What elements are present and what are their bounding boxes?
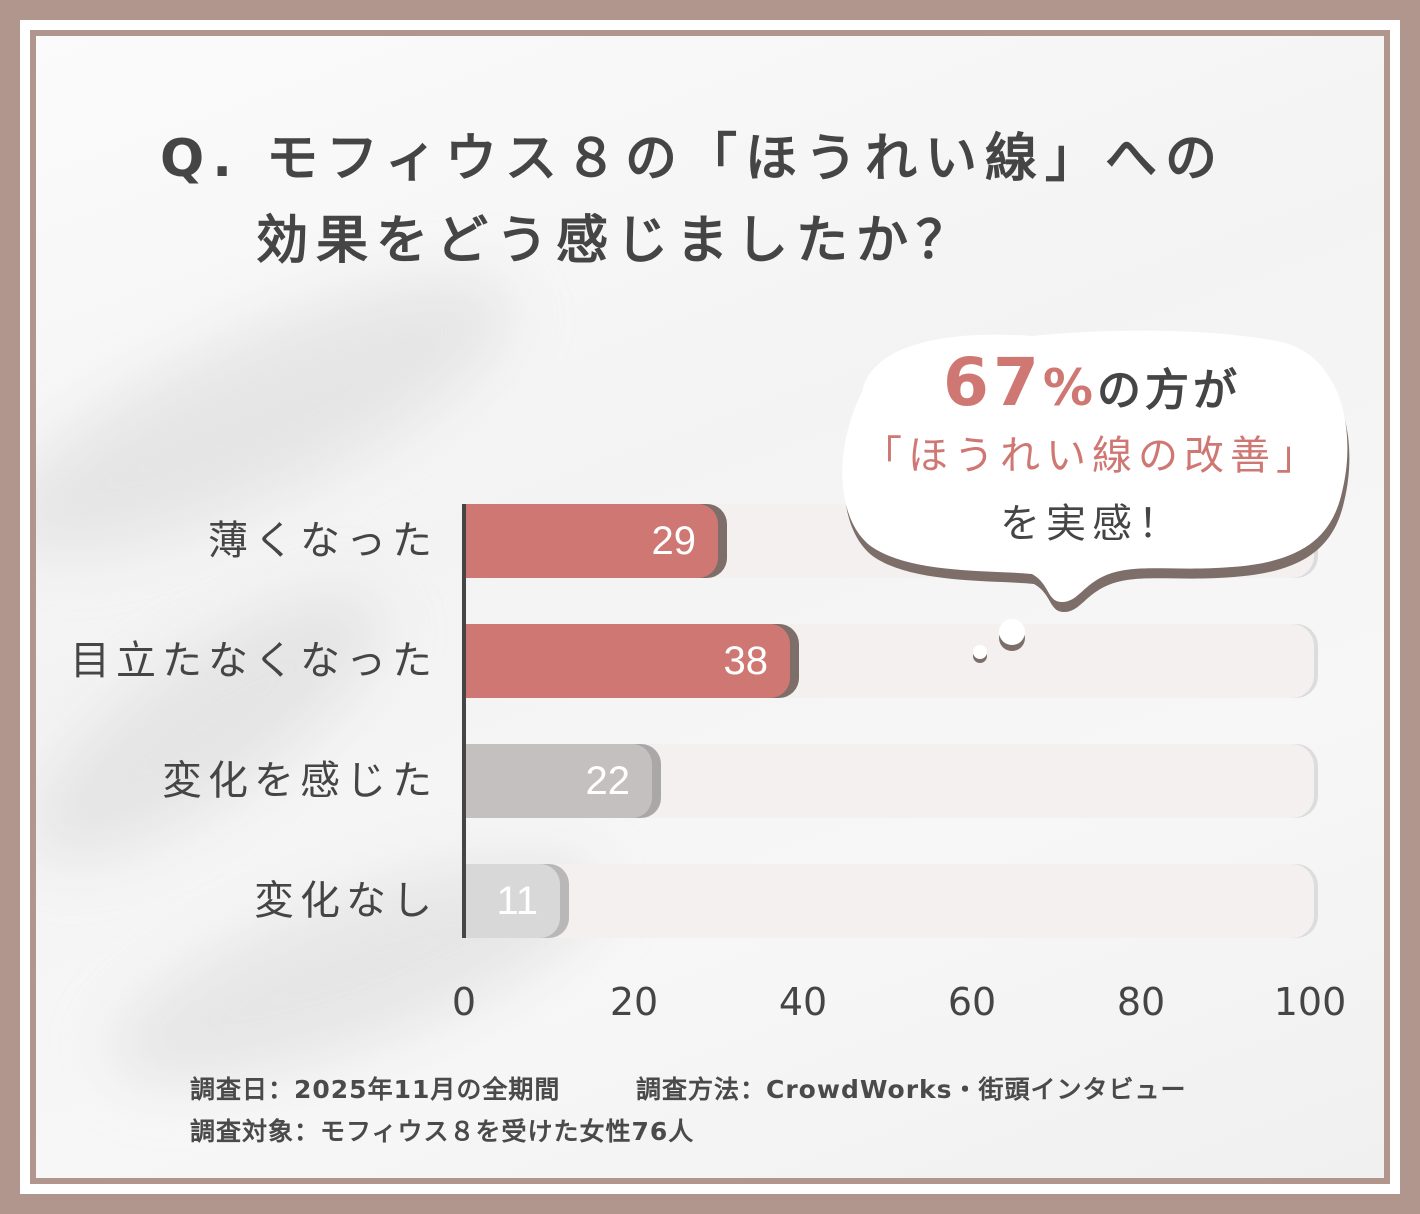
- callout-percent-sign: %: [1042, 359, 1097, 417]
- bar-value: 11: [496, 879, 538, 923]
- x-tick: 40: [778, 980, 828, 1024]
- x-tick: 0: [451, 980, 477, 1024]
- x-tick: 20: [609, 980, 659, 1024]
- bar-track: [466, 864, 1314, 938]
- callout-line-3: を実感！: [1000, 501, 1184, 547]
- bar-value: 22: [585, 759, 631, 803]
- survey-method: 調査方法：CrowdWorks・街頭インタビュー: [636, 1075, 1187, 1104]
- bar-medatanaku-natta: 38: [466, 624, 790, 698]
- title-line-2: 効果をどう感じましたか？: [256, 211, 977, 271]
- bar-henka-wo-kanjita: 22: [466, 744, 652, 818]
- callout-text: 67%の方が 「ほうれい線の改善」 を実感！: [832, 345, 1352, 557]
- y-axis-line: [462, 504, 466, 938]
- callout-line-1: 67%の方が: [832, 345, 1352, 421]
- bar-value: 29: [651, 519, 697, 563]
- x-tick: 60: [947, 980, 997, 1024]
- title-line-1: Q. モフィウス８の「ほうれい線」への: [160, 129, 1226, 189]
- thought-dots: [973, 619, 1025, 663]
- chart-title: Q. モフィウス８の「ほうれい線」への 効果をどう感じましたか？: [160, 118, 1280, 282]
- category-label: 薄くなった: [208, 518, 438, 564]
- category-label: 変化を感じた: [162, 758, 438, 804]
- category-label: 目立たなくなった: [70, 638, 438, 684]
- callout-percent: 67: [943, 344, 1043, 421]
- survey-target: 調査対象：モフィウス８を受けた女性76人: [190, 1117, 695, 1146]
- category-label: 変化なし: [254, 878, 438, 924]
- survey-date: 調査日：2025年11月の全期間: [190, 1075, 561, 1104]
- bar-usuku-natta: 29: [466, 504, 718, 578]
- speech-bubble: [842, 330, 1350, 612]
- background-shadow: [36, 548, 419, 904]
- bar-value: 38: [723, 639, 769, 683]
- callout-line-2: 「ほうれい線の改善」: [862, 433, 1322, 479]
- callout-suffix: の方が: [1096, 365, 1241, 416]
- x-tick: 100: [1273, 980, 1347, 1024]
- bar-henka-nashi: 11: [466, 864, 560, 938]
- chart-card: [36, 36, 1384, 1178]
- x-tick: 80: [1116, 980, 1166, 1024]
